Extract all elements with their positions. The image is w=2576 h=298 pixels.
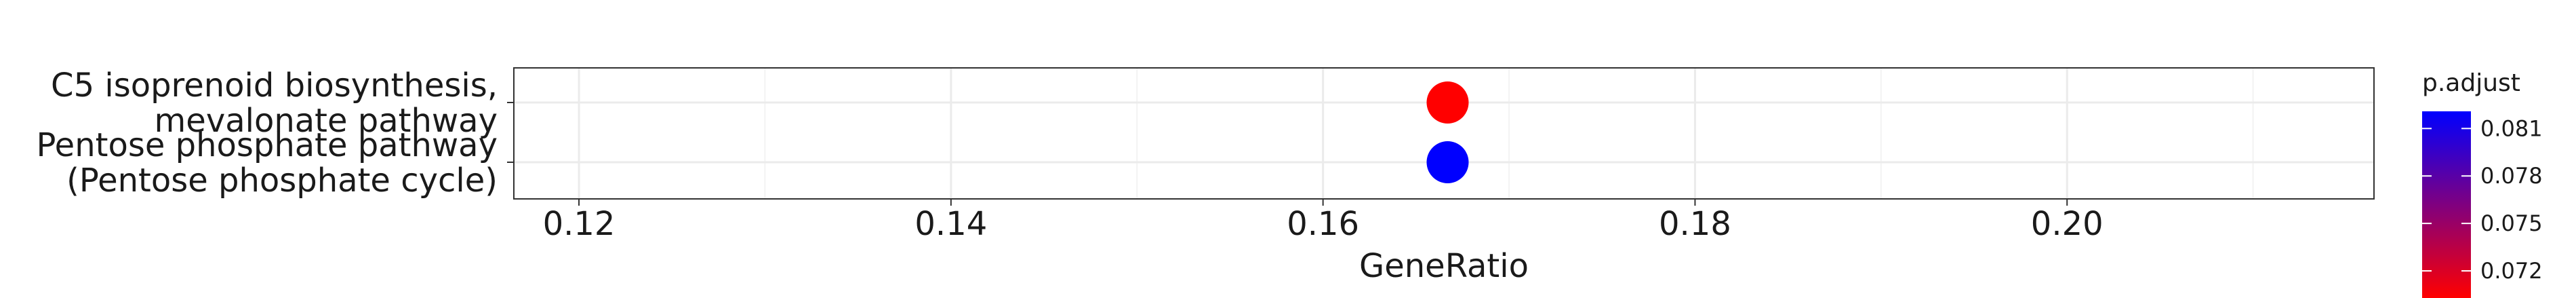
- colorbar-tick-label: 0.072: [2480, 258, 2543, 284]
- data-points: [1426, 81, 1469, 183]
- colorbar-tick-label: 0.075: [2480, 210, 2543, 236]
- y-axis: C5 isoprenoid biosynthesis,mevalonate pa…: [36, 67, 514, 200]
- x-tick-label: 0.20: [2031, 205, 2104, 243]
- x-tick-label: 0.12: [543, 205, 616, 243]
- x-axis-title: GeneRatio: [1359, 247, 1529, 285]
- x-axis: 0.12 0.14 0.16 0.18 0.20: [543, 199, 2104, 243]
- y-tick-label: mevalonate pathway: [155, 102, 498, 140]
- y-tick-label: C5 isoprenoid biosynthesis,: [51, 67, 498, 105]
- data-point: [1426, 81, 1469, 124]
- color-legend: p.adjust 0.081 0.078 0.075 0.072: [2422, 69, 2543, 298]
- legend-title: p.adjust: [2422, 69, 2520, 97]
- y-tick-label: (Pentose phosphate cycle): [66, 162, 498, 200]
- x-tick-label: 0.16: [1287, 205, 1359, 243]
- x-tick-label: 0.14: [914, 205, 987, 243]
- plot-border: [513, 67, 2375, 200]
- x-tick-label: 0.18: [1659, 205, 1731, 243]
- colorbar-tick-label: 0.081: [2480, 115, 2543, 141]
- data-point: [1426, 141, 1469, 183]
- colorbar: [2422, 111, 2471, 298]
- colorbar-tick-label: 0.078: [2480, 163, 2543, 189]
- y-tick-label: Pentose phosphate pathway: [36, 126, 498, 164]
